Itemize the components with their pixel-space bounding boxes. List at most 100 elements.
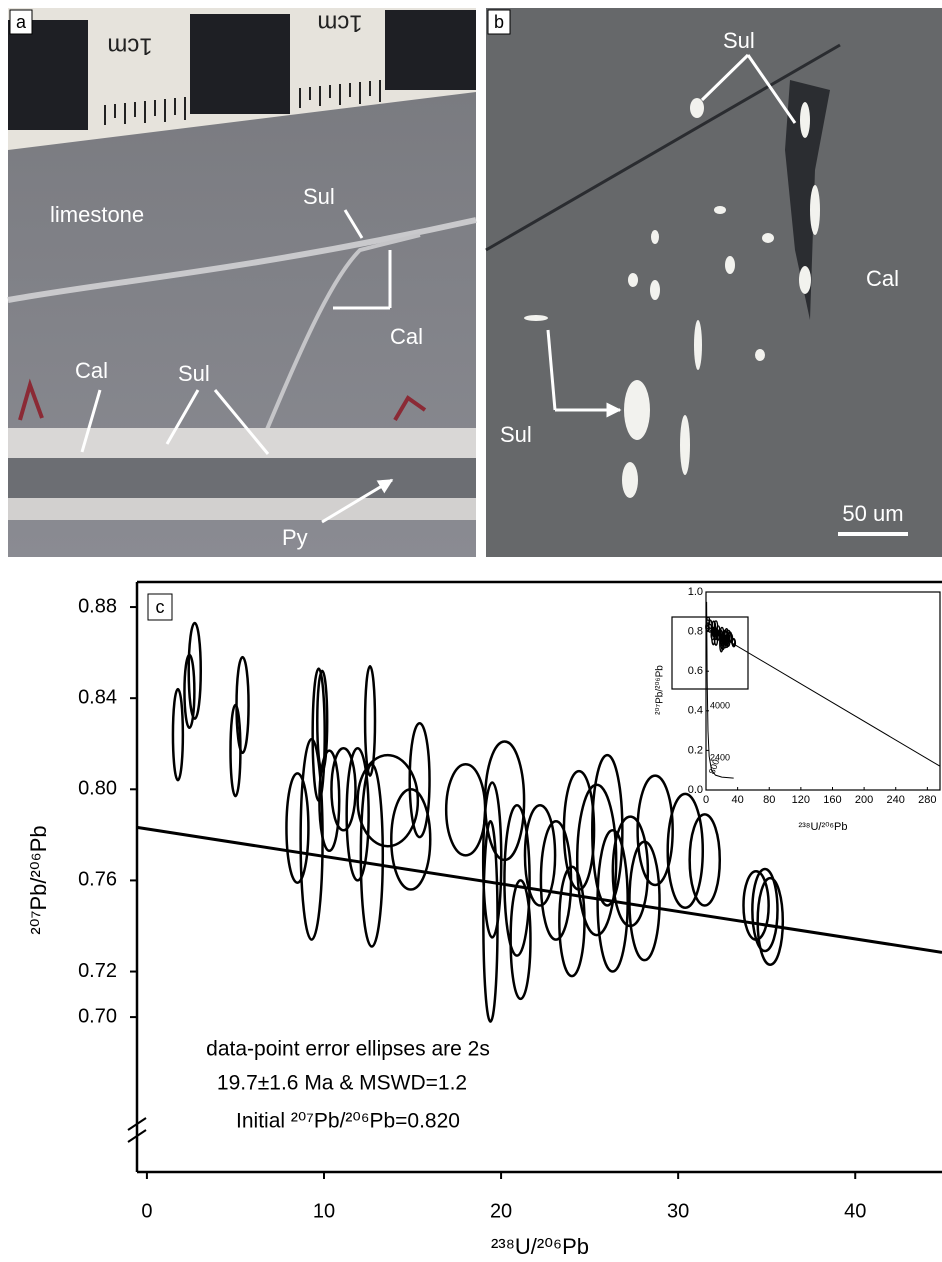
- vein: [7, 217, 477, 303]
- ruler-block: [190, 14, 290, 114]
- error-ellipse: [591, 753, 624, 907]
- error-ellipse: [756, 876, 785, 966]
- error-ellipse: [503, 803, 531, 957]
- error-ellipse: [751, 867, 779, 953]
- ruler-ticks: [104, 80, 381, 125]
- panel-label: b: [494, 12, 504, 32]
- error-ellipse: [482, 819, 499, 1023]
- x-tick-label: 40: [731, 794, 743, 806]
- error-ellipse: [628, 840, 661, 962]
- x-tick-label: 0: [141, 1200, 152, 1222]
- photo-label: Sul: [303, 184, 335, 209]
- inset-point: [728, 633, 734, 643]
- y-tick-label: 0.4: [688, 705, 703, 717]
- panel-a: a 1cm 1cm limestone Sul Cal Cal Sul Py: [7, 8, 477, 557]
- photo-label: limestone: [50, 202, 144, 227]
- x-axis-title: ²³⁸U/²⁰⁶Pb: [491, 1234, 589, 1259]
- ruler-block: [8, 20, 88, 130]
- photo-label: Py: [282, 525, 308, 550]
- panel-label-box: [9, 9, 33, 35]
- y-axis-title: ²⁰⁷Pb/²⁰⁶Pb: [26, 825, 51, 934]
- curve-label: 4000: [710, 700, 730, 710]
- error-ellipse: [575, 783, 618, 937]
- inset-line: [705, 627, 941, 767]
- x-tick-label: 40: [844, 1200, 866, 1222]
- error-ellipse: [539, 819, 573, 941]
- error-ellipse: [483, 740, 526, 862]
- error-ellipse: [596, 829, 629, 973]
- y-tick-label: 0.6: [688, 665, 703, 677]
- photo-label: Sul: [723, 28, 755, 53]
- error-ellipse: [363, 665, 377, 777]
- error-ellipse: [318, 749, 341, 853]
- x-tick-label: 20: [490, 1200, 512, 1222]
- y-tick-label: 0.80: [78, 778, 117, 800]
- regression-line: [136, 825, 942, 954]
- y-tick-label: 1.0: [688, 586, 703, 598]
- calcite-vein: [8, 428, 476, 458]
- inset-x-title: ²³⁸U/²⁰⁶Pb: [798, 821, 847, 833]
- marks: [18, 378, 427, 422]
- error-ellipse: [171, 687, 185, 782]
- x-tick-label: 240: [887, 794, 905, 806]
- error-ellipse: [229, 703, 242, 798]
- panel-b: b Sul Cal Sul 50 um: [485, 8, 942, 557]
- photo-b: [486, 8, 942, 557]
- error-ellipse: [285, 772, 310, 884]
- error-ellipse: [235, 655, 250, 755]
- ruler-label: 1cm: [317, 10, 362, 37]
- y-tick-label: 0.0: [688, 784, 703, 796]
- error-ellipse: [356, 753, 420, 848]
- error-ellipse: [187, 621, 202, 720]
- annotation: data-point error ellipses are 2s: [206, 1038, 490, 1061]
- error-ellipse: [636, 774, 674, 887]
- error-ellipse: [444, 762, 487, 857]
- arrows: [546, 53, 797, 410]
- error-ellipse: [666, 792, 705, 910]
- error-ellipse: [330, 747, 357, 832]
- inset-point: [731, 638, 737, 648]
- panel-label-box: [147, 593, 173, 621]
- y-tick-label: 0.76: [78, 869, 117, 891]
- photo-label: Sul: [178, 361, 210, 386]
- x-tick-label: 200: [855, 794, 873, 806]
- y-tick-label: 0.2: [688, 744, 703, 756]
- error-ellipse: [408, 721, 431, 839]
- x-tick-label: 280: [918, 794, 936, 806]
- photo-label: Cal: [75, 358, 108, 383]
- photo-label: Cal: [390, 324, 423, 349]
- inset-point: [715, 625, 721, 637]
- vein: [248, 233, 421, 471]
- error-ellipse: [359, 762, 385, 948]
- inset-y-title: ²⁰⁷Pb/²⁰⁶Pb: [655, 665, 666, 715]
- calcite-vein: [8, 498, 476, 520]
- y-tick-label: 0.70: [78, 1005, 117, 1027]
- panel-label: a: [16, 12, 27, 32]
- sulfide-band: [8, 458, 476, 498]
- scale-label: 50 um: [842, 501, 903, 526]
- y-tick-label: 0.84: [78, 686, 117, 708]
- error-ellipse: [523, 803, 557, 907]
- error-ellipse: [345, 747, 370, 882]
- photo-label: Cal: [866, 266, 899, 291]
- panel-label-box: [487, 9, 511, 35]
- x-tick-label: 160: [823, 794, 841, 806]
- y-tick-label: 0.88: [78, 595, 117, 617]
- x-tick-label: 10: [313, 1200, 335, 1222]
- error-ellipse: [688, 813, 722, 907]
- x-tick-label: 80: [763, 794, 775, 806]
- dark-grain: [785, 80, 830, 320]
- ruler-label: 1cm: [107, 33, 152, 60]
- scratch: [485, 43, 841, 252]
- inset-frame: [705, 591, 941, 791]
- zoom-box: [671, 616, 749, 690]
- x-tick-label: 120: [792, 794, 810, 806]
- annotation: 19.7±1.6 Ma & MSWD=1.2: [217, 1072, 467, 1095]
- y-tick-label: 0.72: [78, 960, 117, 982]
- photo-label: Sul: [500, 422, 532, 447]
- x-tick-label: 0: [703, 794, 709, 806]
- panel-c: c ²⁰⁷Pb/²⁰⁶Pb ²³⁸U/²⁰⁶Pb data-point erro…: [26, 593, 848, 1259]
- curve-label: 2400: [710, 752, 730, 762]
- arrows: [80, 209, 392, 524]
